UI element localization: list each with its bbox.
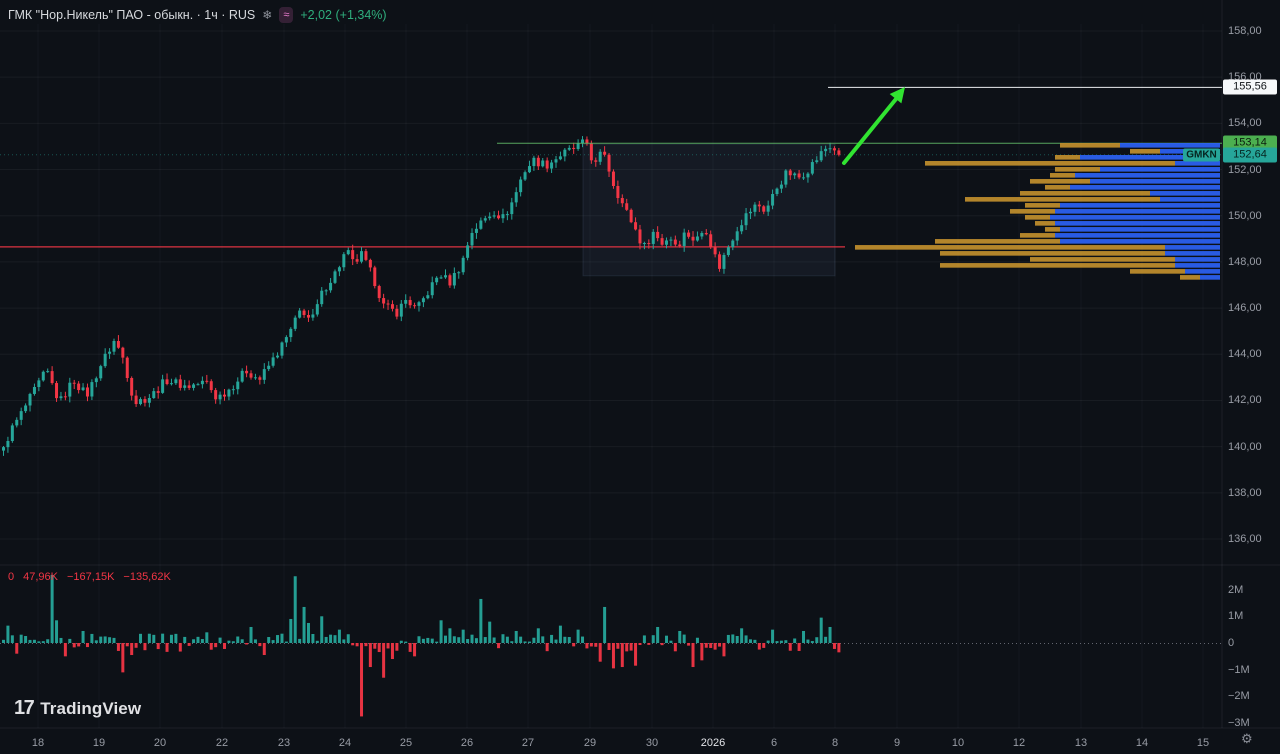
price-axis-label: 154,00 (1228, 117, 1262, 130)
time-axis-label: 29 (583, 737, 597, 749)
time-axis-label: 18 (31, 737, 45, 749)
volume-value: −167,15K (67, 571, 115, 583)
price-axis-label: 148,00 (1228, 255, 1262, 268)
time-axis-label: 26 (460, 737, 474, 749)
chart-legend[interactable]: ГМК "Нор.Никель" ПАО - обыкн. · 1ч · RUS… (8, 7, 387, 23)
resistance-price-label: 153,14 (1223, 135, 1277, 151)
volume-axis-label: −1M (1228, 663, 1250, 676)
target-price-label: 155,56 (1223, 79, 1277, 95)
time-axis-label: 8 (831, 737, 839, 749)
price-axis-label: 142,00 (1228, 394, 1262, 407)
price-change: +2,02 (+1,34%) (300, 8, 387, 22)
volume-value: −135,62K (123, 571, 171, 583)
price-axis-label: 150,00 (1228, 209, 1262, 222)
time-axis-label: 2026 (700, 737, 726, 749)
time-axis-label: 27 (521, 737, 535, 749)
ticker-badge: GMKN (1183, 148, 1220, 162)
time-axis-label: 9 (893, 737, 901, 749)
volume-axis-label: 0 (1228, 637, 1235, 649)
price-axis-label: 140,00 (1228, 440, 1262, 453)
time-axis-label: 10 (951, 737, 965, 749)
tradingview-logo[interactable]: 17 TradingView (14, 697, 141, 720)
symbol-title[interactable]: ГМК "Нор.Никель" ПАО - обыкн. · 1ч · RUS (8, 8, 256, 22)
price-axis-label: 152,00 (1228, 163, 1262, 176)
snowflake-icon: ❄ (262, 8, 273, 22)
time-axis-label: 14 (1135, 737, 1149, 749)
axis-settings-gear-icon[interactable]: ⚙ (1241, 731, 1253, 746)
volume-value: 47,96K (23, 571, 58, 583)
volume-axis-label: −3M (1228, 717, 1250, 730)
approx-badge-icon: ≈ (279, 7, 294, 23)
tradingview-logo-mark: 17 (14, 697, 35, 719)
tradingview-logo-text: TradingView (40, 698, 142, 718)
volume-axis-label: 1M (1228, 610, 1244, 623)
volume-axis-label: −2M (1228, 690, 1250, 703)
time-axis-label: 22 (215, 737, 229, 749)
time-axis-label: 20 (153, 737, 167, 749)
time-axis-label: 30 (645, 737, 659, 749)
time-axis-label: 23 (277, 737, 291, 749)
price-axis-label: 146,00 (1228, 302, 1262, 315)
last-price-label: 152,64 (1223, 147, 1277, 163)
price-axis-label: 144,00 (1228, 348, 1262, 361)
price-axis-label: 138,00 (1228, 486, 1262, 499)
time-axis-label: 19 (92, 737, 106, 749)
time-axis-label: 12 (1012, 737, 1026, 749)
time-axis-label: 25 (399, 737, 413, 749)
price-axis-label: 158,00 (1228, 25, 1262, 37)
time-axis-label: 13 (1074, 737, 1088, 749)
time-axis-label: 24 (338, 737, 352, 749)
time-axis-label: 15 (1196, 737, 1210, 749)
time-axis-label: 6 (770, 737, 778, 749)
volume-indicator-values: 0 47,96K −167,15K −135,62K (8, 571, 171, 583)
volume-axis-label: 2M (1228, 583, 1244, 596)
price-axis-label: 136,00 (1228, 533, 1262, 545)
volume-value: 0 (8, 571, 15, 583)
